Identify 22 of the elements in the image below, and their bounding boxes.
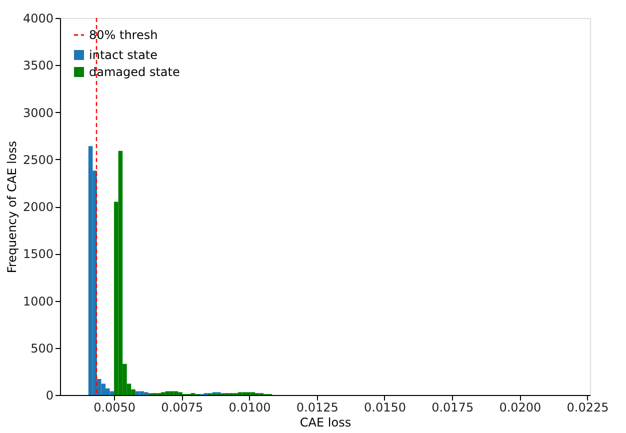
y-axis-title: Frequency of CAE loss: [4, 140, 19, 274]
x-tick-label: 0.0225: [566, 400, 609, 414]
y-tick-label: 3500: [22, 58, 54, 73]
x-axis-title: CAE loss: [300, 416, 352, 430]
legend-label: damaged state: [89, 65, 180, 79]
x-tick-label: 0.0125: [296, 400, 338, 414]
x-tick-label: 0.0050: [94, 400, 136, 414]
y-tick-label: 4000: [22, 12, 54, 26]
ref-line-label: 80% thresh: [89, 28, 158, 42]
x-tick-label: 0.0150: [364, 400, 406, 414]
y-tick-label: 0: [46, 388, 54, 402]
y-tick-label: 3000: [22, 106, 54, 120]
y-tick-label: 2000: [22, 200, 54, 214]
x-tick-label: 0.0200: [499, 400, 542, 414]
x-tick-label: 0.0075: [161, 400, 204, 414]
y-tick-label: 1500: [22, 247, 54, 262]
y-tick-label: 2500: [22, 152, 54, 167]
legend-label: intact state: [89, 48, 158, 62]
y-tick-label: 1000: [22, 294, 54, 308]
x-tick-label: 0.0175: [432, 400, 474, 414]
y-tick-label: 500: [30, 341, 54, 356]
x-tick-label: 0.0100: [228, 400, 271, 414]
